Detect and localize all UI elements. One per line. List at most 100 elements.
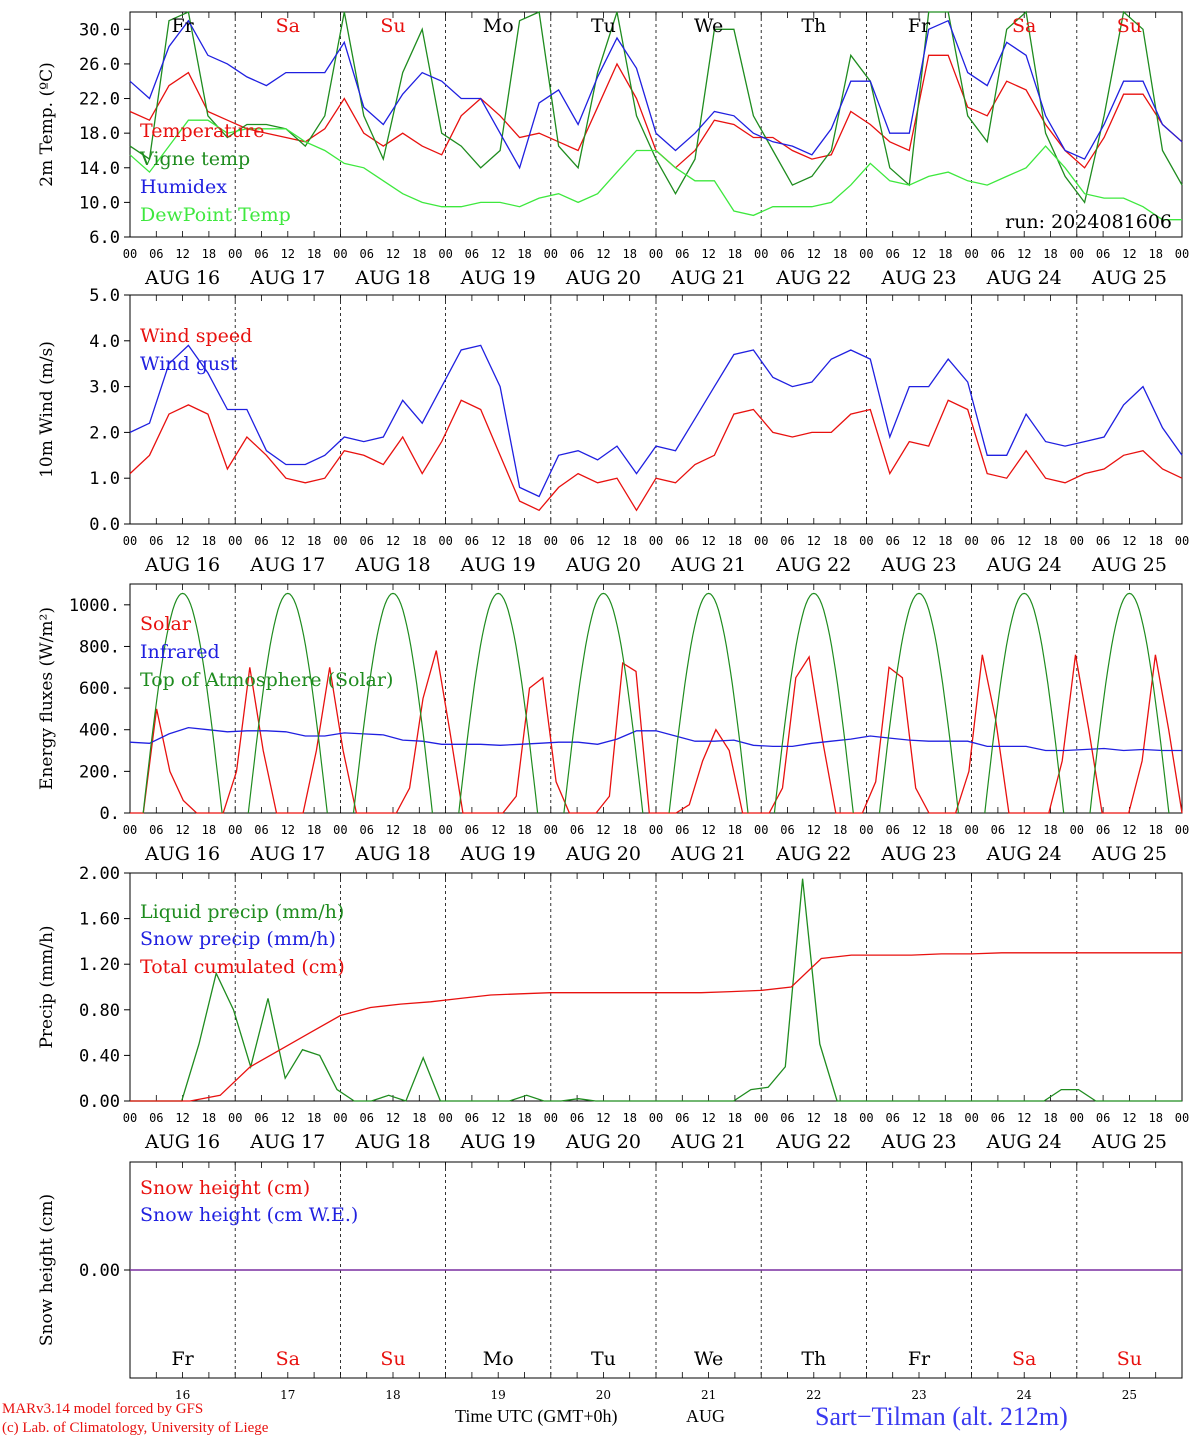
hour-tick-label: 18 (938, 1111, 952, 1125)
hour-tick-label: 00 (438, 823, 452, 837)
hour-tick-label: 00 (228, 534, 242, 548)
hour-tick-label: 12 (1122, 823, 1136, 837)
date-label: AUG 16 (144, 554, 220, 576)
hour-tick-label: 00 (438, 1111, 452, 1125)
weekday-label: Su (1117, 15, 1142, 37)
y-tick-label: 3.0 (89, 378, 120, 398)
y-tick-label: 1.0 (89, 469, 120, 489)
y-tick-label: 18.0 (79, 124, 120, 144)
date-label: AUG 20 (565, 267, 641, 289)
date-label: AUG 22 (775, 843, 851, 865)
date-label: AUG 25 (1091, 1131, 1167, 1153)
day-number-label: 19 (491, 1388, 506, 1402)
hour-tick-label: 12 (596, 1111, 610, 1125)
series-line-top-of-atmosphere (773, 592, 854, 814)
hour-tick-label: 06 (254, 247, 268, 261)
weekday-label: Sa (1012, 15, 1036, 37)
weekday-label: Tu (591, 15, 616, 37)
day-number-label: 23 (911, 1388, 926, 1402)
y-tick-label: 0.00 (79, 1092, 120, 1112)
hour-tick-label: 18 (728, 534, 742, 548)
day-number-label: 20 (596, 1388, 611, 1402)
hour-tick-label: 18 (1148, 1111, 1162, 1125)
hour-tick-label: 12 (491, 534, 505, 548)
hour-tick-label: 00 (964, 823, 978, 837)
hour-tick-label: 00 (544, 1111, 558, 1125)
hour-tick-label: 00 (649, 247, 663, 261)
y-tick-label: 6.0 (89, 228, 120, 248)
date-label: AUG 19 (460, 843, 536, 865)
day-number-label: 24 (1017, 1388, 1033, 1402)
hour-tick-label: 00 (123, 247, 137, 261)
date-label: AUG 20 (565, 843, 641, 865)
hour-tick-label: 00 (228, 247, 242, 261)
hour-tick-label: 12 (596, 534, 610, 548)
date-label: AUG 20 (565, 1131, 641, 1153)
hour-tick-label: 06 (570, 1111, 584, 1125)
hour-tick-label: 18 (202, 1111, 216, 1125)
hour-tick-label: 18 (728, 1111, 742, 1125)
hour-tick-label: 18 (1148, 247, 1162, 261)
legend-entry: Snow height (cm W.E.) (140, 1204, 358, 1226)
hour-tick-label: 06 (885, 823, 899, 837)
series-line-top-of-atmosphere (668, 592, 749, 814)
hour-tick-label: 06 (780, 534, 794, 548)
legend-entry: Humidex (140, 176, 227, 198)
hour-tick-label: 06 (885, 534, 899, 548)
hour-tick-label: 00 (333, 534, 347, 548)
hour-tick-label: 00 (1070, 1111, 1084, 1125)
hour-tick-label: 00 (859, 1111, 873, 1125)
hour-tick-label: 18 (412, 823, 426, 837)
hour-tick-label: 12 (701, 534, 715, 548)
weekday-label: We (694, 1348, 723, 1370)
hour-tick-label: 00 (333, 247, 347, 261)
weekday-label: Fr (908, 1348, 931, 1370)
hour-tick-label: 12 (912, 1111, 926, 1125)
y-tick-label: 400. (79, 721, 120, 741)
hour-tick-label: 18 (1148, 534, 1162, 548)
hour-tick-label: 18 (307, 823, 321, 837)
legend-entry: Top of Atmosphere (Solar) (140, 669, 393, 691)
y-tick-label: 2.00 (79, 864, 120, 884)
hour-tick-label: 12 (281, 823, 295, 837)
legend-entry: Infrared (140, 641, 220, 663)
hour-tick-label: 12 (491, 247, 505, 261)
series-line-humidex (129, 19, 1183, 170)
hour-tick-label: 06 (359, 534, 373, 548)
hour-tick-label: 06 (1096, 534, 1110, 548)
y-tick-label: 1.20 (79, 955, 120, 975)
hour-tick-label: 18 (202, 534, 216, 548)
y-tick-label: 0.40 (79, 1046, 120, 1066)
hour-tick-label: 06 (359, 823, 373, 837)
date-label: AUG 24 (986, 554, 1062, 576)
hour-tick-label: 12 (807, 247, 821, 261)
hour-tick-label: 12 (1017, 534, 1031, 548)
hour-tick-label: 06 (780, 823, 794, 837)
hour-tick-label: 06 (465, 1111, 479, 1125)
hour-tick-label: 00 (333, 1111, 347, 1125)
hour-tick-label: 18 (622, 534, 636, 548)
hour-tick-label: 18 (307, 247, 321, 261)
hour-tick-label: 06 (570, 247, 584, 261)
hour-tick-label: 00 (859, 534, 873, 548)
hour-tick-label: 06 (359, 1111, 373, 1125)
hour-tick-label: 12 (281, 1111, 295, 1125)
series-line-wind-speed (129, 399, 1183, 512)
date-label: AUG 23 (880, 267, 956, 289)
hour-tick-label: 12 (386, 534, 400, 548)
date-label: AUG 21 (670, 267, 746, 289)
hour-tick-label: 00 (964, 1111, 978, 1125)
series-line-top-of-atmosphere (1089, 592, 1170, 814)
hour-tick-label: 18 (728, 823, 742, 837)
weekday-label: Fr (908, 15, 931, 37)
hour-tick-label: 12 (701, 1111, 715, 1125)
hour-tick-label: 00 (754, 823, 768, 837)
series-line-top-of-atmosphere (984, 592, 1065, 814)
hour-tick-label: 18 (202, 823, 216, 837)
weekday-label: Th (801, 15, 826, 37)
series-line-top-of-atmosphere (563, 592, 644, 814)
hour-tick-label: 18 (833, 823, 847, 837)
hour-tick-label: 06 (465, 247, 479, 261)
series-line-infrared (129, 726, 1182, 752)
y-tick-label: 0.00 (79, 1261, 120, 1281)
